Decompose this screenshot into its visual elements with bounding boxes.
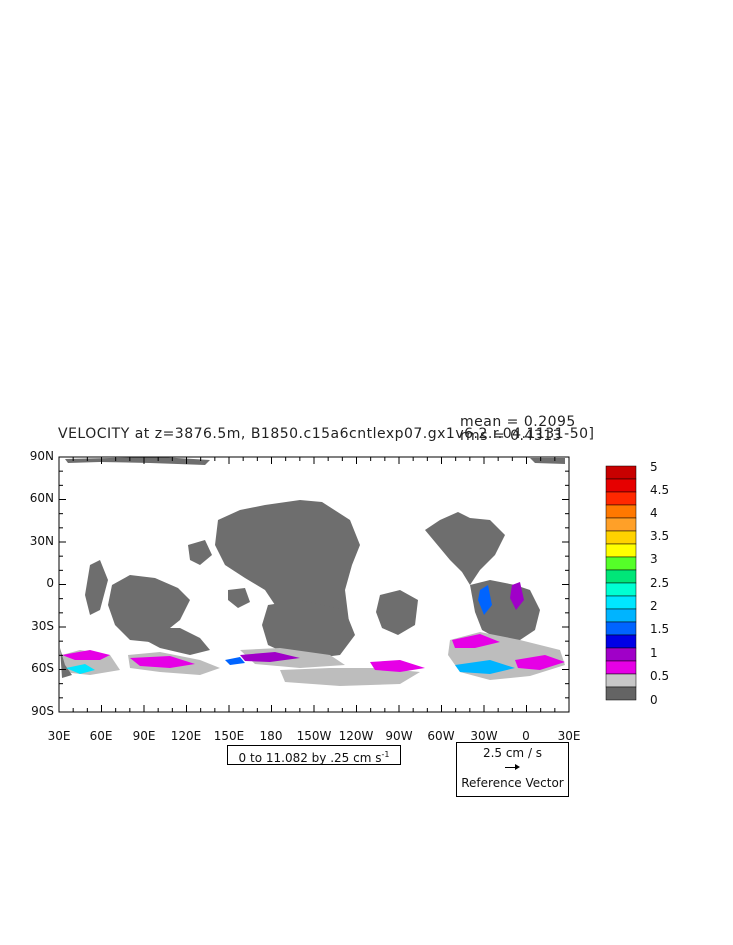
lon-label-120e: 120E xyxy=(170,729,202,743)
lat-label-60s: 60S xyxy=(31,661,54,675)
legend-swatch xyxy=(605,478,637,493)
reference-vector-box: 2.5 cm / s Reference Vector xyxy=(456,742,569,797)
lon-label-90w: 90W xyxy=(385,729,413,743)
lon-label-60w: 60W xyxy=(427,729,455,743)
reference-vector-speed: 2.5 cm / s xyxy=(482,746,543,760)
legend-swatch xyxy=(605,673,637,688)
legend-swatch xyxy=(605,517,637,532)
legend-label-0: 0 xyxy=(650,693,658,707)
legend-swatch xyxy=(605,582,637,597)
lat-label-0: 0 xyxy=(46,576,54,590)
reference-arrow-icon xyxy=(457,760,568,776)
legend-label-5: 5 xyxy=(650,460,658,474)
lat-label-90s: 90S xyxy=(31,704,54,718)
lon-label-150w: 150W xyxy=(296,729,332,743)
lon-label-60e: 60E xyxy=(89,729,113,743)
lon-label-120w: 120W xyxy=(338,729,374,743)
legend-label-3: 3 xyxy=(650,552,658,566)
legend-colorbar xyxy=(605,465,637,701)
legend-swatch xyxy=(605,491,637,506)
legend-swatch xyxy=(605,543,637,558)
legend-label-1: 1 xyxy=(650,646,658,660)
lat-label-30n: 30N xyxy=(29,534,54,548)
lon-label-30w: 30W xyxy=(470,729,498,743)
legend-swatch xyxy=(605,686,637,701)
legend-swatch xyxy=(605,621,637,636)
legend-label-4: 4 xyxy=(650,506,658,520)
legend-swatch xyxy=(605,556,637,571)
reference-vector-label: Reference Vector xyxy=(461,776,564,790)
legend-swatch xyxy=(605,647,637,662)
legend-swatch xyxy=(605,504,637,519)
legend-label-2: 2 xyxy=(650,599,658,613)
lat-label-90n: 90N xyxy=(29,449,54,463)
lat-label-30s: 30S xyxy=(31,619,54,633)
plot-title: VELOCITY at z=3876.5m, B1850.c15a6cntlex… xyxy=(58,426,595,442)
lon-label-150e: 150E xyxy=(213,729,245,743)
legend-label-1-5: 1.5 xyxy=(650,622,670,636)
lat-label-60n: 60N xyxy=(29,491,54,505)
legend-swatch xyxy=(605,530,637,545)
legend-swatch xyxy=(605,595,637,610)
contour-interval-box: 0 to 11.082 by .25 cm s-1 xyxy=(227,745,401,765)
legend-label-0-5: 0.5 xyxy=(650,669,670,683)
lon-label-0: 0 xyxy=(522,729,530,743)
lon-label-30e: 30E xyxy=(47,729,71,743)
lon-label-90e: 90E xyxy=(132,729,156,743)
contour-interval-text: 0 to 11.082 by .25 cm s xyxy=(238,751,382,765)
rms-stat: rms = 0.4313 xyxy=(460,428,563,444)
legend-label-3-5: 3.5 xyxy=(650,529,670,543)
legend-swatch xyxy=(605,634,637,649)
mean-stat: mean = 0.2095 xyxy=(460,414,576,430)
legend-swatch xyxy=(605,465,637,480)
legend-label-4-5: 4.5 xyxy=(650,483,670,497)
contour-interval-unit-exponent: -1 xyxy=(381,750,390,759)
lon-label-30e-right: 30E xyxy=(557,729,581,743)
legend-swatch xyxy=(605,608,637,623)
legend-swatch xyxy=(605,569,637,584)
velocity-highlights xyxy=(62,582,565,674)
lon-label-180: 180 xyxy=(259,729,283,743)
axis-ticks xyxy=(58,456,570,713)
legend-swatch xyxy=(605,660,637,675)
legend-label-2-5: 2.5 xyxy=(650,576,670,590)
